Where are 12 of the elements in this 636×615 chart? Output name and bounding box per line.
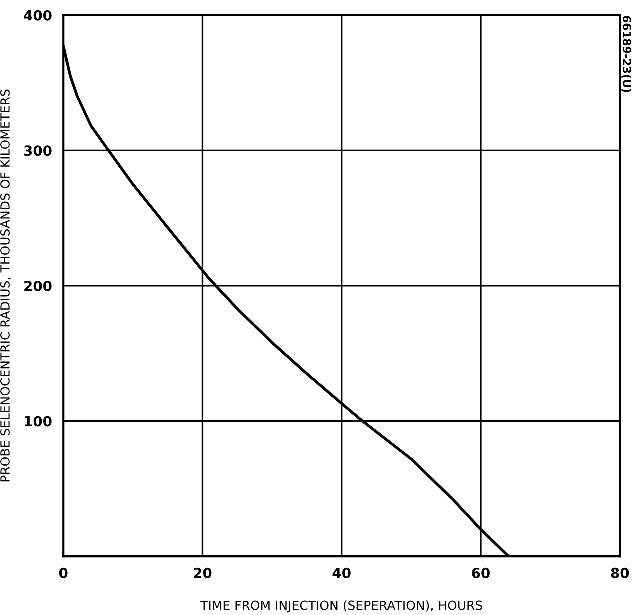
x-tick-label: 80	[611, 568, 630, 578]
x-tick-label: 0	[59, 568, 68, 578]
y-tick-label: 300	[24, 146, 52, 156]
x-tick-label: 40	[332, 568, 351, 578]
text: 66189-23(U)	[622, 16, 632, 92]
y-tick-label: 400	[24, 10, 52, 21]
y-axis-title: PROBE SELENOCENTRIC RADIUS, THOUSANDS OF KILOMETERS	[0, 90, 12, 482]
x-tick-label: 60	[472, 568, 490, 578]
x-tick-label: 20	[194, 568, 212, 578]
y-tick-label: 200	[24, 280, 52, 292]
y-tick-label: 100	[25, 416, 52, 427]
x-axis-title: TIME FROM INJECTION (SEPERATION), HOURS	[200, 600, 482, 613]
